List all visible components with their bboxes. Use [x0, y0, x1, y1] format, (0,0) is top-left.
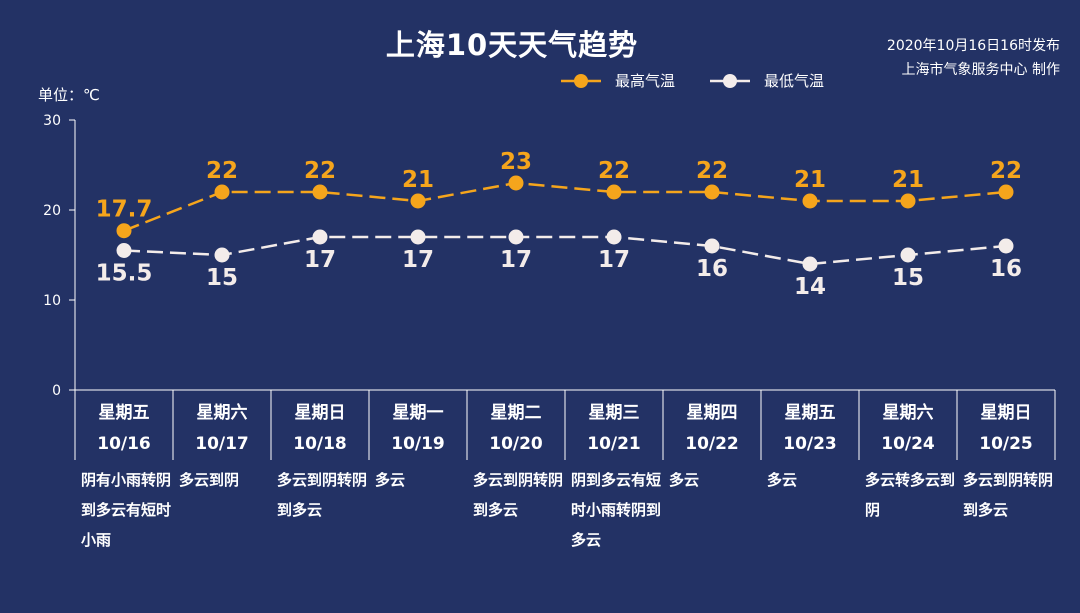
data-point-high [900, 193, 916, 209]
weekday-label: 星期日 [294, 403, 346, 423]
weather-description: 多云 [767, 471, 798, 489]
publisher: 上海市气象服务中心 制作 [901, 62, 1060, 78]
legend-label-high: 最高气温 [615, 72, 676, 90]
data-label-high: 22 [990, 158, 1022, 184]
data-point-low [998, 238, 1014, 254]
day-header: 星期三 10/21 [565, 398, 663, 460]
data-label-high: 21 [794, 167, 826, 193]
data-label-high: 21 [402, 167, 434, 193]
day-header: 星期日 10/25 [957, 398, 1055, 460]
data-label-low: 15.5 [96, 261, 153, 287]
data-point-low [508, 229, 524, 245]
publish-info: 2020年10月16日16时发布 上海市气象服务中心 制作 [887, 34, 1060, 82]
data-label-high: 22 [206, 158, 238, 184]
data-point-high [214, 184, 230, 200]
weekday-label: 星期六 [196, 403, 248, 423]
weekday-label: 星期日 [980, 403, 1032, 423]
weather-description: 阴到多云有短时小雨转阴到多云 [571, 471, 662, 549]
weather-description: 多云到阴转阴到多云 [473, 471, 564, 519]
weather-description: 多云 [669, 471, 700, 489]
legend-low-line-icon [710, 73, 750, 88]
date-label: 10/18 [293, 434, 347, 454]
weekday-label: 星期二 [490, 403, 542, 423]
date-label: 10/16 [97, 434, 151, 454]
data-label-high: 21 [892, 167, 924, 193]
data-label-low: 17 [598, 247, 630, 273]
series-line-high [123, 181, 1007, 232]
data-point-high [998, 184, 1014, 200]
data-label-low: 16 [990, 256, 1022, 282]
date-label: 10/24 [881, 434, 935, 454]
weekday-label: 星期五 [98, 403, 150, 423]
y-tick-label: 30 [43, 113, 61, 129]
day-header: 星期四 10/22 [663, 398, 761, 460]
y-tick-label: 10 [43, 293, 61, 309]
data-label-high: 22 [304, 158, 336, 184]
data-point-low [802, 256, 818, 272]
day-header: 星期六 10/24 [859, 398, 957, 460]
data-label-low: 15 [206, 265, 238, 291]
day-header: 星期二 10/20 [467, 398, 565, 460]
y-tick-label: 0 [52, 383, 61, 399]
weekday-label: 星期五 [784, 403, 836, 423]
day-header: 星期五 10/16 [75, 398, 173, 460]
date-label: 10/17 [195, 434, 249, 454]
data-point-high [116, 223, 132, 239]
weather-description: 多云转多云到阴 [865, 471, 956, 519]
data-label-low: 14 [794, 274, 826, 300]
day-header: 星期日 10/18 [271, 398, 369, 460]
data-point-low [410, 229, 426, 245]
data-label-low: 17 [402, 247, 434, 273]
data-point-high [508, 175, 524, 191]
data-point-low [116, 243, 132, 258]
weekday-label: 星期一 [392, 403, 444, 423]
data-point-low [312, 229, 328, 245]
weather-description: 多云 [375, 471, 406, 489]
y-tick-label: 20 [43, 203, 61, 219]
data-label-high: 17.7 [96, 197, 153, 223]
data-label-low: 17 [304, 247, 336, 273]
weekday-label: 星期六 [882, 403, 934, 423]
legend-label-low: 最低气温 [764, 72, 825, 90]
day-header: 星期六 10/17 [173, 398, 271, 460]
data-label-high: 22 [696, 158, 728, 184]
legend-item-low: 最低气温 [710, 70, 824, 91]
day-header: 星期一 10/19 [369, 398, 467, 460]
weather-description: 多云到阴转阴到多云 [963, 471, 1054, 519]
legend-item-high: 最高气温 [561, 70, 675, 91]
data-label-low: 15 [892, 265, 924, 291]
data-label-low: 17 [500, 247, 532, 273]
data-label-high: 23 [500, 149, 532, 175]
data-label-high: 22 [598, 158, 630, 184]
date-label: 10/19 [391, 434, 445, 454]
data-label-low: 16 [696, 256, 728, 282]
data-point-low [606, 229, 622, 245]
data-point-high [802, 193, 818, 209]
weekday-label: 星期三 [588, 403, 640, 423]
publish-time: 2020年10月16日16时发布 [886, 38, 1060, 54]
date-label: 10/25 [979, 434, 1033, 454]
data-point-low [900, 247, 916, 263]
date-label: 10/22 [685, 434, 739, 454]
series-line-low [123, 235, 1007, 266]
date-label: 10/20 [489, 434, 543, 454]
weather-description: 多云到阴转阴到多云 [277, 471, 368, 519]
data-point-high [410, 193, 426, 209]
date-label: 10/21 [587, 434, 641, 454]
weekday-label: 星期四 [686, 403, 738, 423]
data-point-high [312, 184, 328, 200]
date-label: 10/23 [783, 434, 837, 454]
data-point-low [214, 247, 230, 263]
day-header: 星期五 10/23 [761, 398, 859, 460]
data-point-high [704, 184, 720, 200]
weather-description: 阴有小雨转阴到多云有短时小雨 [81, 471, 172, 549]
page-title: 上海10天天气趋势 [385, 28, 639, 62]
unit-label: 单位：℃ [38, 86, 100, 104]
weather-description: 多云到阴 [179, 471, 240, 489]
data-point-high [606, 184, 622, 200]
data-point-low [704, 238, 720, 254]
legend-high-line-icon [561, 73, 601, 88]
